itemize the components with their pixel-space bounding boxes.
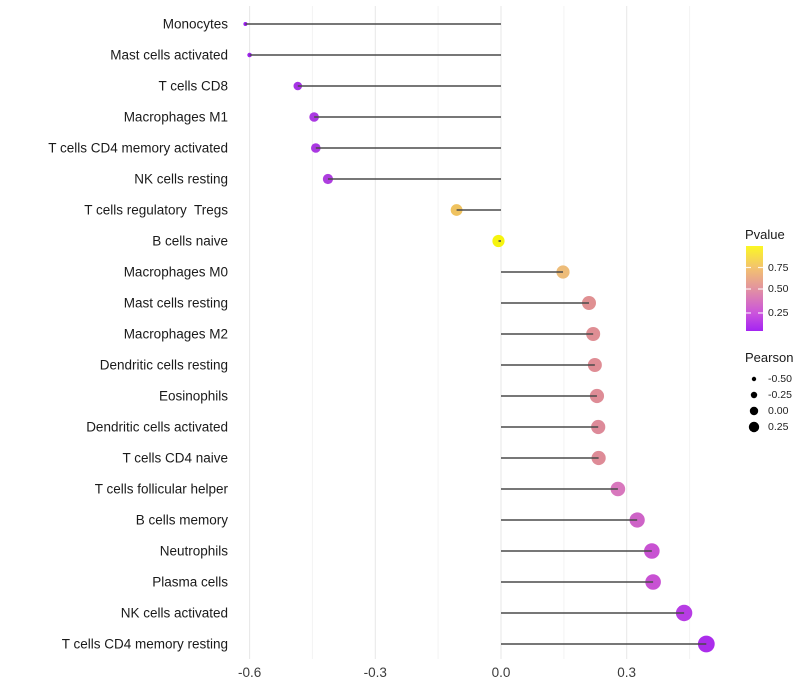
pearson-legend-label: 0.00 (768, 405, 789, 417)
y-category-label: Dendritic cells resting (100, 358, 228, 373)
axis-layer: -0.6 -0.3 0.0 0.3 (238, 665, 636, 680)
lollipop-dot (589, 388, 605, 404)
y-category-label: Macrophages M1 (124, 110, 228, 125)
pearson-legend-dot (749, 406, 759, 416)
y-category-label: T cells CD4 naive (122, 451, 228, 466)
y-category-label: Dendritic cells activated (86, 420, 228, 435)
grid-layer (249, 6, 691, 659)
pvalue-tick-label: 0.50 (768, 283, 789, 295)
pearson-legend-label: -0.25 (768, 389, 792, 401)
y-category-label: NK cells resting (134, 172, 228, 187)
lollipop-dot (556, 265, 570, 279)
pearson-legend-title: Pearson (745, 350, 793, 365)
pvalue-tick-label: 0.75 (768, 262, 789, 274)
y-category-label: Mast cells resting (124, 296, 228, 311)
data-layer: Monocytes Mast cells activated T cells CD8… (48, 17, 715, 653)
pearson-legend: Pearson -0.50 -0.25 0.00 0.25 (745, 350, 793, 433)
y-category-label: T cells CD4 memory activated (48, 141, 228, 156)
y-category-label: B cells naive (152, 234, 228, 249)
y-category-label: Macrophages M2 (124, 327, 228, 342)
y-category-label: Macrophages M0 (124, 265, 228, 280)
x-tick-label: -0.6 (238, 665, 261, 680)
x-tick-label: 0.3 (617, 665, 636, 680)
y-category-label: Monocytes (163, 17, 229, 32)
lollipop-dot (629, 512, 645, 528)
x-tick-label: -0.3 (364, 665, 387, 680)
y-category-label: Eosinophils (159, 389, 228, 404)
pearson-legend-label: -0.50 (768, 373, 792, 385)
y-category-label: Mast cells activated (110, 48, 228, 63)
pearson-legend-dot (750, 391, 758, 399)
pearson-legend-dots (748, 376, 760, 433)
x-tick-label: 0.0 (492, 665, 511, 680)
y-category-label: NK cells activated (121, 606, 228, 621)
pearson-legend-label: 0.25 (768, 421, 789, 433)
y-category-label: T cells CD4 memory resting (62, 637, 228, 652)
pvalue-legend: Pvalue 0.75 0.50 0.25 (745, 227, 789, 331)
y-category-label: B cells memory (136, 513, 229, 528)
y-category-label: Neutrophils (160, 544, 229, 559)
pvalue-colorbar-ticks (746, 266, 763, 314)
pearson-legend-dot (751, 376, 757, 382)
y-category-label: Plasma cells (152, 575, 228, 590)
y-category-label: T cells regulatory Tregs (84, 203, 228, 218)
pvalue-legend-title: Pvalue (745, 227, 785, 242)
lollipop-dot (591, 450, 606, 466)
y-category-label: T cells follicular helper (95, 482, 229, 497)
pearson-legend-dot (748, 421, 760, 433)
pvalue-tick-label: 0.25 (768, 307, 789, 319)
y-category-label: T cells CD8 (158, 79, 228, 94)
